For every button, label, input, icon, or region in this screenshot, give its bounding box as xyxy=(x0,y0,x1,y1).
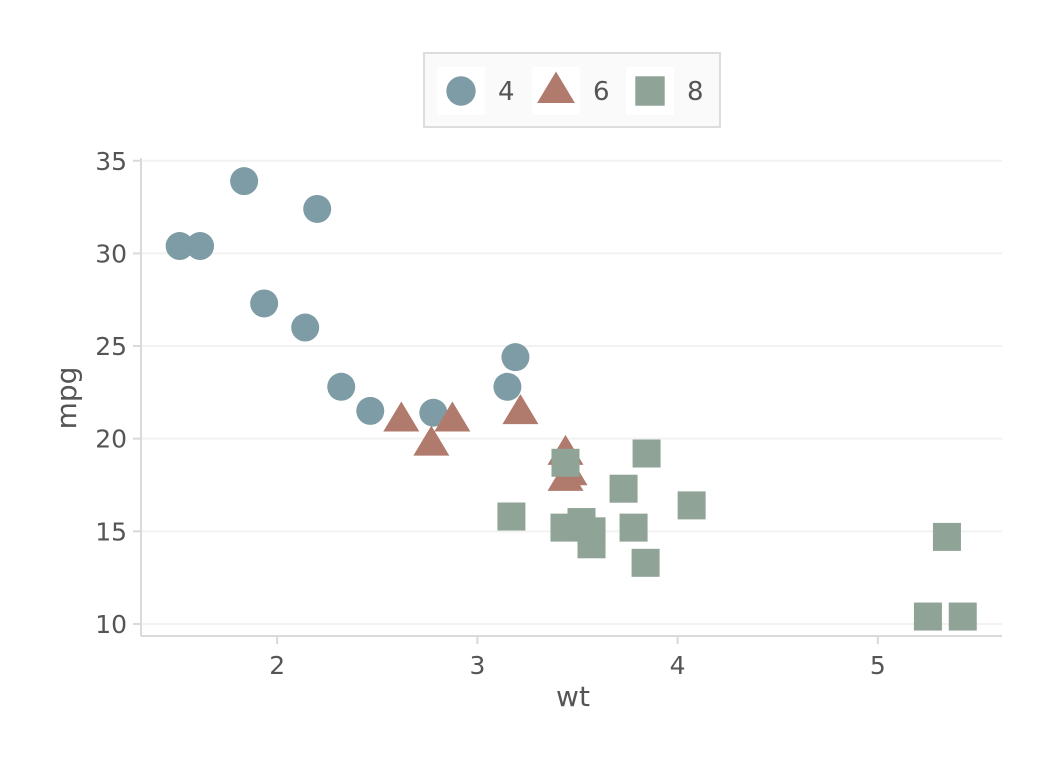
point-square xyxy=(619,513,648,542)
legend-key-triangle xyxy=(537,71,575,103)
point-square xyxy=(631,548,660,577)
x-tick-label: 4 xyxy=(670,651,686,680)
point-circle xyxy=(493,372,522,401)
point-square xyxy=(913,602,942,631)
point-circle xyxy=(165,232,194,261)
point-square xyxy=(632,439,661,468)
legend-key-circle xyxy=(446,76,476,106)
tick-labels: 10 15 20 25 30 35 2 3 4 5 xyxy=(95,147,886,680)
point-circle xyxy=(186,232,215,261)
x-axis-title: wt xyxy=(556,680,590,713)
point-square xyxy=(932,522,961,551)
legend-key-square xyxy=(635,76,665,106)
legend-label: 4 xyxy=(498,77,515,107)
point-triangle xyxy=(502,394,539,425)
y-tick-label: 35 xyxy=(95,147,127,176)
y-axis-title: mpg xyxy=(50,367,83,430)
axes xyxy=(133,158,1002,644)
y-tick-label: 15 xyxy=(95,517,127,546)
point-circle xyxy=(291,313,320,342)
y-tick-label: 20 xyxy=(95,425,127,454)
grid xyxy=(141,159,1002,625)
y-tick-label: 10 xyxy=(95,610,127,639)
point-triangle xyxy=(413,425,450,456)
legend-label: 6 xyxy=(593,77,610,107)
point-square xyxy=(497,502,526,531)
series-4 xyxy=(165,167,530,427)
point-square xyxy=(551,448,580,477)
point-circle xyxy=(356,396,385,425)
legend: 4 6 8 xyxy=(423,52,721,128)
series-8 xyxy=(497,439,977,631)
point-square xyxy=(609,474,638,503)
point-triangle xyxy=(434,401,471,432)
x-tick-label: 3 xyxy=(469,651,485,680)
y-tick-label: 25 xyxy=(95,332,127,361)
point-circle xyxy=(303,194,332,223)
point-circle xyxy=(327,372,356,401)
x-tick-label: 2 xyxy=(269,651,285,680)
point-square xyxy=(677,491,706,520)
point-circle xyxy=(250,289,279,318)
point-square xyxy=(948,602,977,631)
point-circle xyxy=(419,398,448,427)
point-circle xyxy=(501,343,530,372)
point-triangle xyxy=(383,401,420,432)
data-points xyxy=(165,167,977,631)
x-tick-label: 5 xyxy=(870,651,886,680)
legend-label: 8 xyxy=(687,77,704,107)
point-circle xyxy=(230,167,259,196)
y-tick-label: 30 xyxy=(95,239,127,268)
point-square xyxy=(577,517,606,546)
